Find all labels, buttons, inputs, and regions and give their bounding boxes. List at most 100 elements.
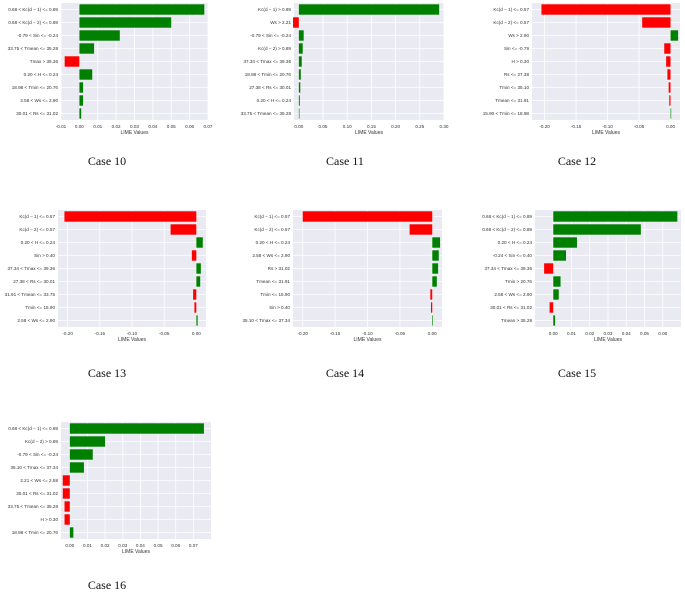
bar-negative bbox=[302, 211, 433, 222]
category-label: 0.68 < Kc(d − 2) <= 0.89 bbox=[482, 227, 532, 232]
lime-panel: -0.20 -0.15 -0.10 -0.05 0.00 Kc(d − 1) <= 0.5… bbox=[242, 210, 442, 380]
x-tick-label: -0.05 bbox=[159, 331, 170, 336]
bar-positive bbox=[298, 108, 300, 119]
category-label: 31.91 < Tmean <= 33.75 bbox=[5, 292, 56, 297]
bar-positive bbox=[79, 30, 120, 41]
x-tick-label: -0.15 bbox=[571, 124, 582, 129]
x-axis-label: LIME Values bbox=[122, 549, 150, 555]
category-label: -0.79 < Sin <= -0.24 bbox=[250, 33, 291, 38]
case-caption: Case 16 bbox=[88, 578, 126, 592]
lime-panel: -0.01 0.00 0.01 0.02 0.03 0.04 0.05 0.06 0.07 0.6… bbox=[8, 3, 213, 168]
bar-positive bbox=[196, 237, 203, 248]
x-tick-label: -0.20 bbox=[297, 331, 308, 336]
x-tick-label: 0.00 bbox=[428, 331, 437, 336]
category-label: 2.58 < Ws <= 2.90 bbox=[20, 98, 58, 103]
category-label: Tmin <= 15.90 bbox=[25, 305, 55, 310]
bar-positive bbox=[79, 95, 84, 106]
category-label: 0.68 < Kc(d − 1) <= 0.89 bbox=[8, 426, 58, 431]
x-tick-label: 0.30 bbox=[440, 124, 449, 129]
x-axis-label: LIME Values bbox=[592, 130, 620, 136]
category-label: Tmin > 20.76 bbox=[505, 279, 532, 284]
x-tick-label: 0.05 bbox=[154, 543, 163, 548]
bar-negative bbox=[62, 488, 70, 499]
bar-negative bbox=[430, 302, 433, 313]
x-tick-label: 0.02 bbox=[585, 331, 594, 336]
x-tick-label: 0.07 bbox=[204, 124, 213, 129]
category-label: 27.38 < Rs <= 30.01 bbox=[13, 279, 55, 284]
bar-positive bbox=[69, 462, 84, 473]
category-label: 27.38 < Rs <= 30.01 bbox=[249, 85, 291, 90]
category-label: Kc(d − 2) <= 0.57 bbox=[493, 20, 529, 25]
bar-negative bbox=[194, 302, 197, 313]
case-caption: Case 11 bbox=[326, 154, 364, 168]
bar-negative bbox=[293, 17, 299, 28]
x-tick-label: 0.05 bbox=[319, 124, 328, 129]
category-label: Tmin <= 35.10 bbox=[499, 85, 529, 90]
category-label: 0.20 < H <= 0.24 bbox=[257, 98, 292, 103]
bar-positive bbox=[69, 423, 204, 434]
bar-negative bbox=[664, 43, 671, 54]
bar-negative bbox=[669, 95, 671, 106]
x-tick-label: 0.01 bbox=[93, 124, 102, 129]
bar-positive bbox=[298, 56, 302, 67]
bar-negative bbox=[64, 56, 80, 67]
x-tick-label: 0.00 bbox=[666, 124, 675, 129]
bar-positive bbox=[432, 250, 439, 261]
lime-panel: 0.00 0.05 0.10 0.15 0.20 0.25 0.30 Kc(d − 1) > … bbox=[241, 3, 449, 168]
category-label: Tmean <= 31.91 bbox=[495, 98, 529, 103]
category-label: Rs > 31.02 bbox=[268, 266, 291, 271]
bar-negative bbox=[193, 289, 197, 300]
bar-positive bbox=[432, 276, 437, 287]
bar-positive bbox=[298, 43, 303, 54]
category-label: 0.20 < H <= 0.24 bbox=[21, 240, 56, 245]
category-label: 37.34 < Tmax <= 39.36 bbox=[484, 266, 532, 271]
bar-negative bbox=[549, 302, 554, 313]
bar-positive bbox=[298, 95, 300, 106]
category-label: -0.79 < Sin <= -0.24 bbox=[17, 33, 58, 38]
category-label: 37.34 < Tmax <= 39.36 bbox=[7, 266, 55, 271]
x-tick-label: 0.10 bbox=[343, 124, 352, 129]
bar-positive bbox=[196, 263, 201, 274]
x-tick-label: 0.07 bbox=[189, 543, 198, 548]
x-tick-label: -0.10 bbox=[362, 331, 373, 336]
category-label: 30.01 < Rs <= 31.02 bbox=[490, 305, 532, 310]
bar-negative bbox=[666, 56, 671, 67]
x-tick-label: 0.06 bbox=[658, 331, 667, 336]
x-tick-label: 0.20 bbox=[391, 124, 400, 129]
bar-negative bbox=[64, 211, 197, 222]
x-tick-label: 0.01 bbox=[567, 331, 576, 336]
bar-negative bbox=[170, 224, 197, 235]
category-label: 37.34 < Tmax <= 39.36 bbox=[243, 59, 291, 64]
bar-positive bbox=[69, 436, 106, 447]
bar-positive bbox=[553, 289, 559, 300]
bar-positive bbox=[298, 4, 440, 15]
category-label: 2.21 < Ws <= 2.58 bbox=[20, 478, 58, 483]
category-label: Sin > 0.40 bbox=[34, 253, 55, 258]
bar-positive bbox=[69, 449, 93, 460]
x-tick-label: 0.04 bbox=[136, 543, 145, 548]
lime-panel: -0.20 -0.15 -0.10 -0.05 0.00 Kc(d − 1) <= 0.5… bbox=[483, 3, 680, 168]
x-tick-label: -0.01 bbox=[56, 124, 67, 129]
bar-negative bbox=[191, 250, 197, 261]
x-axis-label: LIME Values bbox=[121, 130, 149, 136]
category-label: Kc(d − 2) <= 0.57 bbox=[254, 227, 290, 232]
category-label: Kc(d − 1) <= 0.57 bbox=[493, 7, 529, 12]
lime-panel: 0.00 0.01 0.02 0.03 0.04 0.05 0.06 0.07 0.68 < K… bbox=[8, 422, 211, 592]
category-label: 0.68 < Kc(d − 2) <= 0.89 bbox=[8, 20, 58, 25]
category-label: Sin <= -0.79 bbox=[504, 46, 529, 51]
x-tick-label: 0.00 bbox=[192, 331, 201, 336]
x-tick-label: 0.05 bbox=[640, 331, 649, 336]
bar-positive bbox=[79, 43, 95, 54]
category-label: Tmean <= 31.91 bbox=[256, 279, 290, 284]
bar-positive bbox=[553, 224, 641, 235]
x-axis-label: LIME Values bbox=[594, 337, 622, 343]
category-label: Sin > 0.40 bbox=[269, 305, 290, 310]
bar-positive bbox=[69, 527, 74, 538]
category-label: Kc(d − 2) > 0.89 bbox=[25, 439, 58, 444]
bar-positive bbox=[553, 315, 556, 326]
case-caption: Case 13 bbox=[88, 366, 126, 380]
category-label: -0.79 < Sin <= -0.24 bbox=[17, 452, 58, 457]
bar-negative bbox=[544, 263, 554, 274]
bar-positive bbox=[79, 4, 205, 15]
